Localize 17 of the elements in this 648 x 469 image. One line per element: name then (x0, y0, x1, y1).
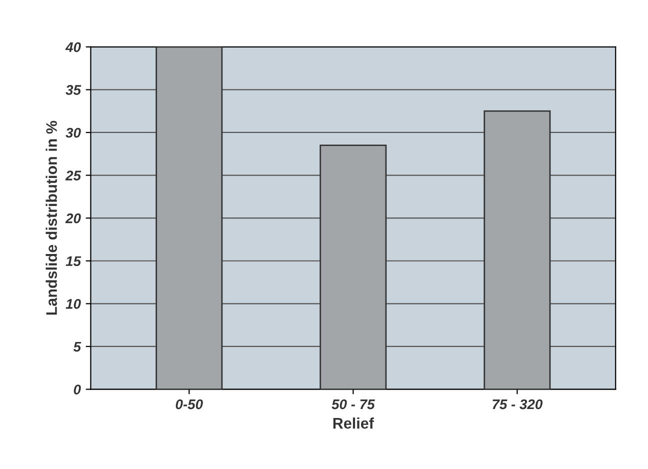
bar (156, 46, 223, 390)
x-tick-label: 75 - 320 (492, 399, 543, 410)
bar (484, 110, 551, 390)
y-tick-label: 15 (66, 256, 82, 266)
x-tick-label: 50 - 75 (332, 399, 375, 410)
x-axis-title: Relief (333, 417, 374, 429)
y-tick-label: 10 (66, 299, 81, 309)
y-tick-label: 5 (73, 342, 82, 352)
y-tick-label: 35 (66, 85, 82, 95)
y-tick-label: 30 (66, 128, 81, 138)
y-axis-title: Landslide distribution in % (46, 120, 57, 315)
y-tick-label: 20 (65, 213, 81, 224)
y-tick-label: 40 (65, 42, 81, 52)
y-tick-label: 25 (65, 170, 82, 180)
y-tick-label: 0 (74, 384, 81, 394)
x-tick-label: 0-50 (176, 399, 203, 410)
bar (320, 144, 387, 390)
